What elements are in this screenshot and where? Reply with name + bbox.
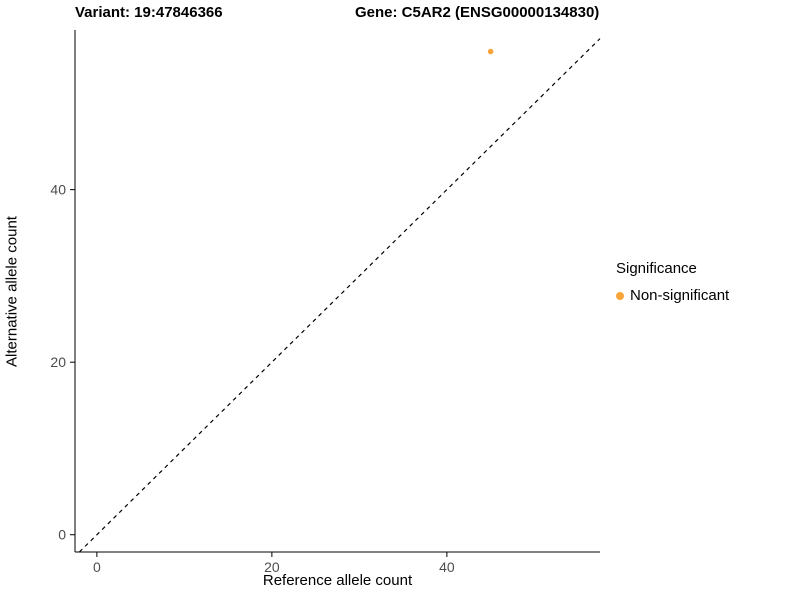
x-tick-label: 20: [264, 559, 280, 575]
legend-item: Non-significant: [616, 287, 729, 304]
data-point: [487, 48, 494, 55]
x-tick-label: 40: [439, 559, 455, 575]
legend-item-label: Non-significant: [630, 287, 730, 304]
y-tick-label: 20: [50, 354, 66, 370]
legend-title: Significance: [616, 260, 697, 277]
legend: Significance Non-significant: [616, 260, 729, 304]
y-axis-title: Alternative allele count: [3, 216, 21, 367]
identity-line: [78, 38, 601, 553]
x-tick-label: 0: [93, 559, 101, 575]
legend-dot-icon: [616, 291, 624, 300]
y-tick-label: 40: [50, 182, 66, 198]
x-axis-title: Reference allele count: [262, 572, 413, 589]
gene-title: Gene: C5AR2 (ENSG00000134830): [355, 4, 600, 21]
y-tick-label: 0: [58, 527, 66, 543]
variant-title: Variant: 19:47846366: [75, 4, 223, 21]
